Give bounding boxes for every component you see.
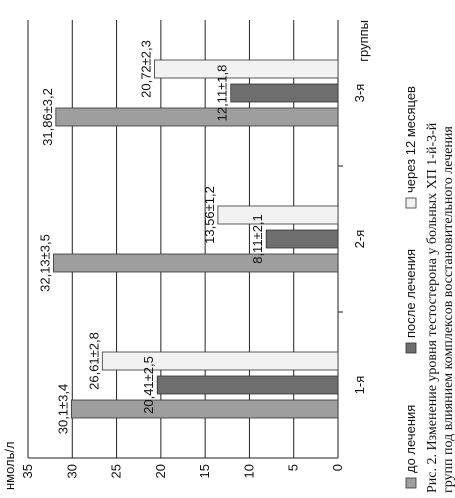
data-label-до-лечения-3-я: 31,86±3,2 bbox=[40, 88, 55, 146]
y-tick-20: 20 bbox=[153, 464, 168, 478]
bar-через-12-месяцев-2-я bbox=[217, 205, 339, 225]
data-label-после-лечения-1-я: 20,41±2,5 bbox=[141, 356, 156, 414]
plot-area: 0 5 10 15 20 25 30 35 30,1±3,4 20,41±2,5 26,61±2,8… bbox=[20, 20, 367, 478]
legend-swatch-posle-lecheniya bbox=[405, 342, 417, 354]
bar-до-лечения-3-я bbox=[55, 107, 339, 127]
category-label-3-я: 3-я bbox=[352, 84, 367, 103]
category-axis-label: группы bbox=[356, 20, 371, 62]
bar-до-лечения-1-я bbox=[71, 399, 339, 419]
legend: до лечения после лечения через 12 месяце… bbox=[403, 86, 418, 489]
y-tick-30: 30 bbox=[64, 464, 79, 478]
y-tick-0: 0 bbox=[330, 464, 345, 471]
legend-swatch-do-lecheniya bbox=[405, 477, 417, 489]
data-label-до-лечения-2-я: 32,13±3,5 bbox=[37, 234, 52, 292]
category-label-1-я: 1-я bbox=[352, 376, 367, 395]
y-tick-10: 10 bbox=[241, 464, 256, 478]
figure-caption-line-1: Рис. 2. Изменение уровня тестостерона у … bbox=[425, 122, 440, 493]
legend-swatch-cherez-12-mesyatsev bbox=[405, 197, 417, 209]
category-label-2-я: 2-я bbox=[352, 230, 367, 249]
legend-label-posle-lecheniya: после лечения bbox=[403, 249, 418, 338]
legend-item-posle-lecheniya: после лечения bbox=[403, 249, 418, 354]
y-tick-15: 15 bbox=[197, 464, 212, 478]
data-label-до-лечения-1-я: 30,1±3,4 bbox=[55, 384, 70, 435]
value-axis-label: нмоль/л bbox=[2, 441, 17, 490]
legend-item-do-lecheniya: до лечения bbox=[403, 405, 418, 489]
legend-item-cherez-12-mesyatsev: через 12 месяцев bbox=[403, 86, 418, 209]
y-tick-25: 25 bbox=[109, 464, 124, 478]
y-tick-35: 35 bbox=[20, 464, 35, 478]
legend-label-cherez-12-mesyatsev: через 12 месяцев bbox=[403, 86, 418, 193]
y-tick-5: 5 bbox=[286, 464, 301, 471]
bar-после-лечения-3-я bbox=[230, 83, 339, 103]
legend-label-do-lecheniya: до лечения bbox=[403, 405, 418, 473]
bar-после-лечения-2-я bbox=[265, 229, 339, 249]
bar-через-12-месяцев-3-я bbox=[154, 59, 339, 79]
data-label-после-лечения-3-я: 12,11±1,8 bbox=[215, 65, 230, 122]
bar-через-12-месяцев-1-я bbox=[101, 351, 339, 371]
figure-caption-line-2: групп под влиянием комплексов восстанови… bbox=[441, 126, 455, 493]
bar-после-лечения-1-я bbox=[156, 375, 339, 395]
data-label-после-лечения-2-я: 8,11±2,1 bbox=[250, 214, 265, 264]
data-label-через-12-месяцев-2-я: 13,56±1,2 bbox=[202, 186, 217, 244]
bar-до-лечения-2-я bbox=[53, 253, 339, 273]
data-label-через-12-месяцев-3-я: 20,72±2,3 bbox=[138, 40, 153, 98]
data-label-через-12-месяцев-1-я: 26,61±2,8 bbox=[86, 332, 101, 390]
